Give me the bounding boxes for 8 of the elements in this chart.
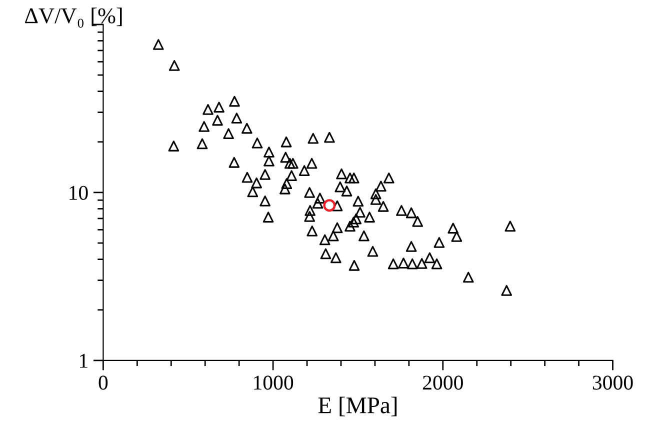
- y-tick-label: 1: [80, 354, 88, 368]
- x-tick-label: 3000: [592, 376, 633, 390]
- y-tick-label: 10: [70, 186, 88, 200]
- x-tick-label: 2000: [422, 376, 463, 390]
- y-axis-title: ΔV/V₀ [%]: [25, 8, 122, 28]
- x-axis-title: E [MPa]: [318, 396, 397, 416]
- x-tick-label: 0: [98, 376, 108, 390]
- x-tick-label: 1000: [254, 376, 294, 390]
